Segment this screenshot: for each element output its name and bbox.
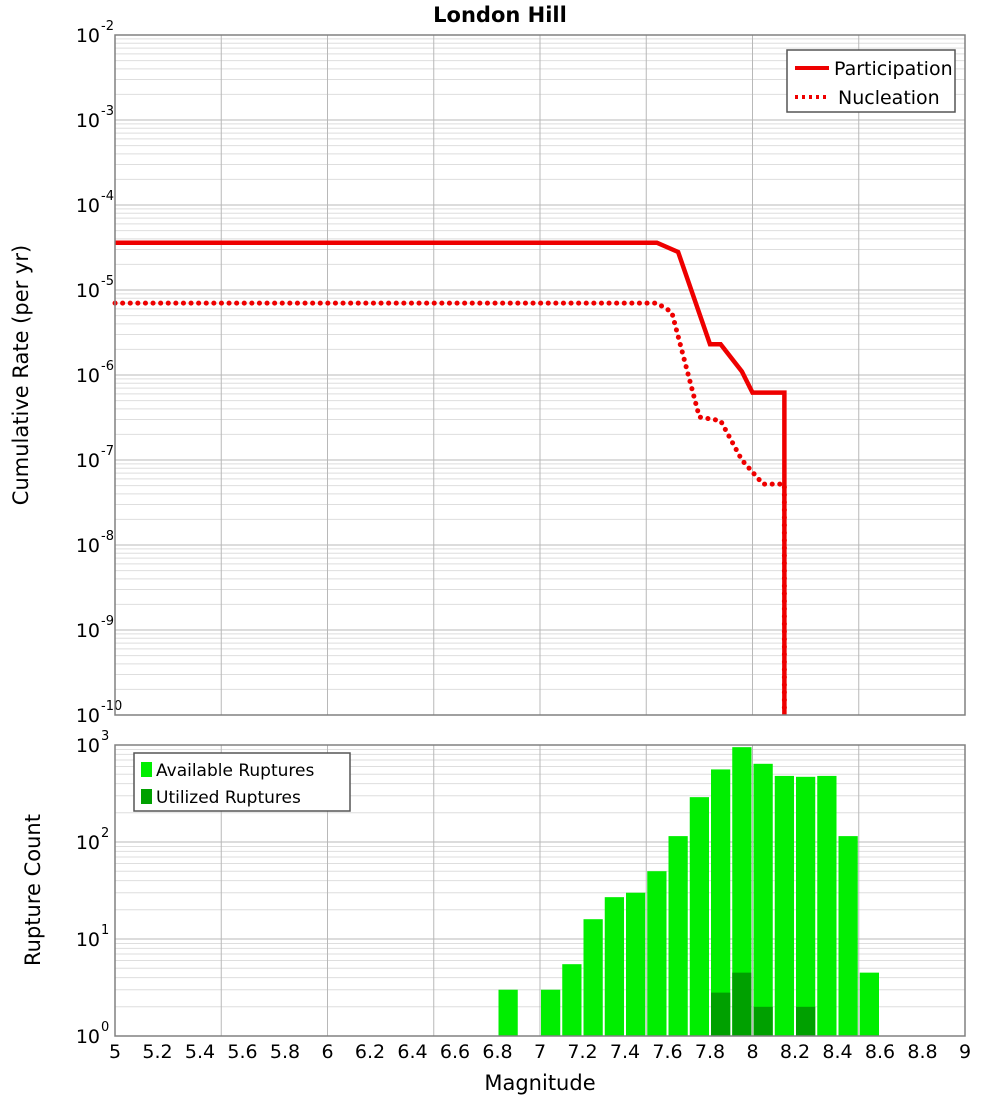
available-rupture-bar (711, 769, 731, 1036)
utilized-ruptures-legend-label: Utilized Ruptures (156, 788, 301, 808)
bottom-legend: Available Ruptures Utilized Ruptures (133, 752, 351, 812)
y-tick-exponent: -4 (101, 189, 114, 204)
bottom-plot-frame (114, 744, 966, 1037)
x-tick-label: 8.4 (822, 1041, 852, 1063)
y-tick-exponent: -9 (101, 614, 114, 629)
bottom-x-tick-labels: 5 5.2 5.4 5.6 5.8 6 6.2 6.4 6.6 6.8 7 7.2 7.4 7.6 7.8 8… (109, 1041, 971, 1063)
available-rupture-bar (541, 989, 561, 1036)
x-tick-label: 5.6 (227, 1041, 257, 1063)
x-tick-label: 8.6 (865, 1041, 895, 1063)
y-tick-label: 10 (76, 832, 100, 854)
y-tick-label: 10 (76, 25, 100, 47)
utilized-ruptures-legend-swatch (141, 789, 152, 804)
bottom-vertical-gridlines (220, 745, 860, 1036)
y-tick-exponent: -7 (101, 444, 114, 459)
y-tick-exponent: -6 (101, 359, 114, 374)
x-tick-label: 7.6 (652, 1041, 682, 1063)
available-rupture-bar (774, 775, 794, 1036)
x-tick-label: 6.4 (397, 1041, 427, 1063)
y-tick-exponent: 3 (101, 729, 109, 744)
y-tick-label: 10 (76, 110, 100, 132)
top-legend: Participation Nucleation (786, 49, 956, 113)
y-tick-label: 10 (76, 535, 100, 557)
participation-legend-label: Participation (834, 58, 953, 80)
x-tick-label: 5.4 (185, 1041, 215, 1063)
y-tick-exponent: -10 (101, 699, 122, 714)
x-tick-label: 6.6 (440, 1041, 470, 1063)
y-tick-exponent: 0 (101, 1020, 109, 1035)
available-rupture-bar (838, 836, 858, 1036)
utilized-rupture-bar (796, 1006, 816, 1036)
x-tick-label: 6.2 (355, 1041, 385, 1063)
available-rupture-bar (604, 897, 624, 1036)
y-tick-exponent: -8 (101, 529, 114, 544)
available-rupture-bar (796, 776, 816, 1036)
top-plot-frame (114, 34, 966, 716)
y-tick-label: 10 (76, 365, 100, 387)
x-tick-label: 5.8 (270, 1041, 300, 1063)
y-tick-exponent: 2 (101, 826, 109, 841)
x-tick-label: 8.2 (780, 1041, 810, 1063)
available-ruptures-legend-label: Available Ruptures (156, 761, 314, 781)
utilized-rupture-bar (711, 992, 731, 1036)
bottom-legend-box (133, 752, 351, 812)
available-rupture-bar (689, 797, 709, 1036)
available-rupture-bar (647, 871, 667, 1036)
page-title: London Hill (433, 3, 567, 27)
available-rupture-bar (498, 989, 518, 1036)
available-ruptures-legend-swatch (141, 762, 152, 777)
y-tick-label: 10 (76, 195, 100, 217)
utilized-rupture-bar (732, 972, 752, 1036)
x-tick-label: 7 (534, 1041, 546, 1063)
top-y-tick-labels: 10-210-310-410-510-610-710-810-910-10 (76, 19, 122, 727)
x-tick-label: 7.8 (695, 1041, 725, 1063)
x-axis-label: Magnitude (484, 1071, 595, 1095)
x-tick-label: 8.8 (907, 1041, 937, 1063)
y-tick-label: 10 (76, 929, 100, 951)
top-panel: 10-210-310-410-510-610-710-810-910-10 Cu… (9, 19, 966, 727)
rupture-count-bars (498, 747, 879, 1036)
nucleation-legend-label: Nucleation (838, 87, 940, 109)
y-tick-exponent: -2 (101, 19, 114, 34)
y-tick-exponent: -3 (101, 104, 114, 119)
nucleation-curve (112, 300, 787, 718)
available-rupture-bar (562, 964, 582, 1036)
y-tick-exponent: 1 (101, 923, 109, 938)
y-tick-label: 10 (76, 620, 100, 642)
x-tick-label: 7.2 (567, 1041, 597, 1063)
participation-curve (115, 240, 787, 715)
y-tick-label: 10 (76, 450, 100, 472)
y-tick-label: 10 (76, 1026, 100, 1048)
top-data-curves (112, 240, 787, 718)
x-tick-label: 5.2 (142, 1041, 172, 1063)
available-rupture-bar (583, 919, 603, 1036)
x-tick-label: 6.8 (482, 1041, 512, 1063)
x-tick-label: 9 (959, 1041, 971, 1063)
available-rupture-bar (859, 972, 879, 1036)
available-rupture-bar (732, 747, 752, 1036)
utilized-rupture-bar (753, 1006, 773, 1036)
top-vertical-gridlines (220, 35, 860, 715)
x-tick-label: 6 (321, 1041, 333, 1063)
top-legend-box (786, 49, 956, 113)
x-tick-label: 7.4 (610, 1041, 640, 1063)
available-rupture-bar (626, 892, 646, 1036)
x-tick-label: 5 (109, 1041, 121, 1063)
y-tick-label: 10 (76, 735, 100, 757)
bottom-y-axis-label: Rupture Count (21, 814, 45, 966)
available-rupture-bar (753, 763, 773, 1036)
available-rupture-bar (817, 775, 837, 1036)
y-tick-label: 10 (76, 280, 100, 302)
x-tick-label: 8 (746, 1041, 758, 1063)
top-y-axis-label: Cumulative Rate (per yr) (9, 245, 33, 505)
y-tick-label: 10 (76, 705, 100, 727)
y-tick-exponent: -5 (101, 274, 114, 289)
available-rupture-bar (668, 836, 688, 1036)
